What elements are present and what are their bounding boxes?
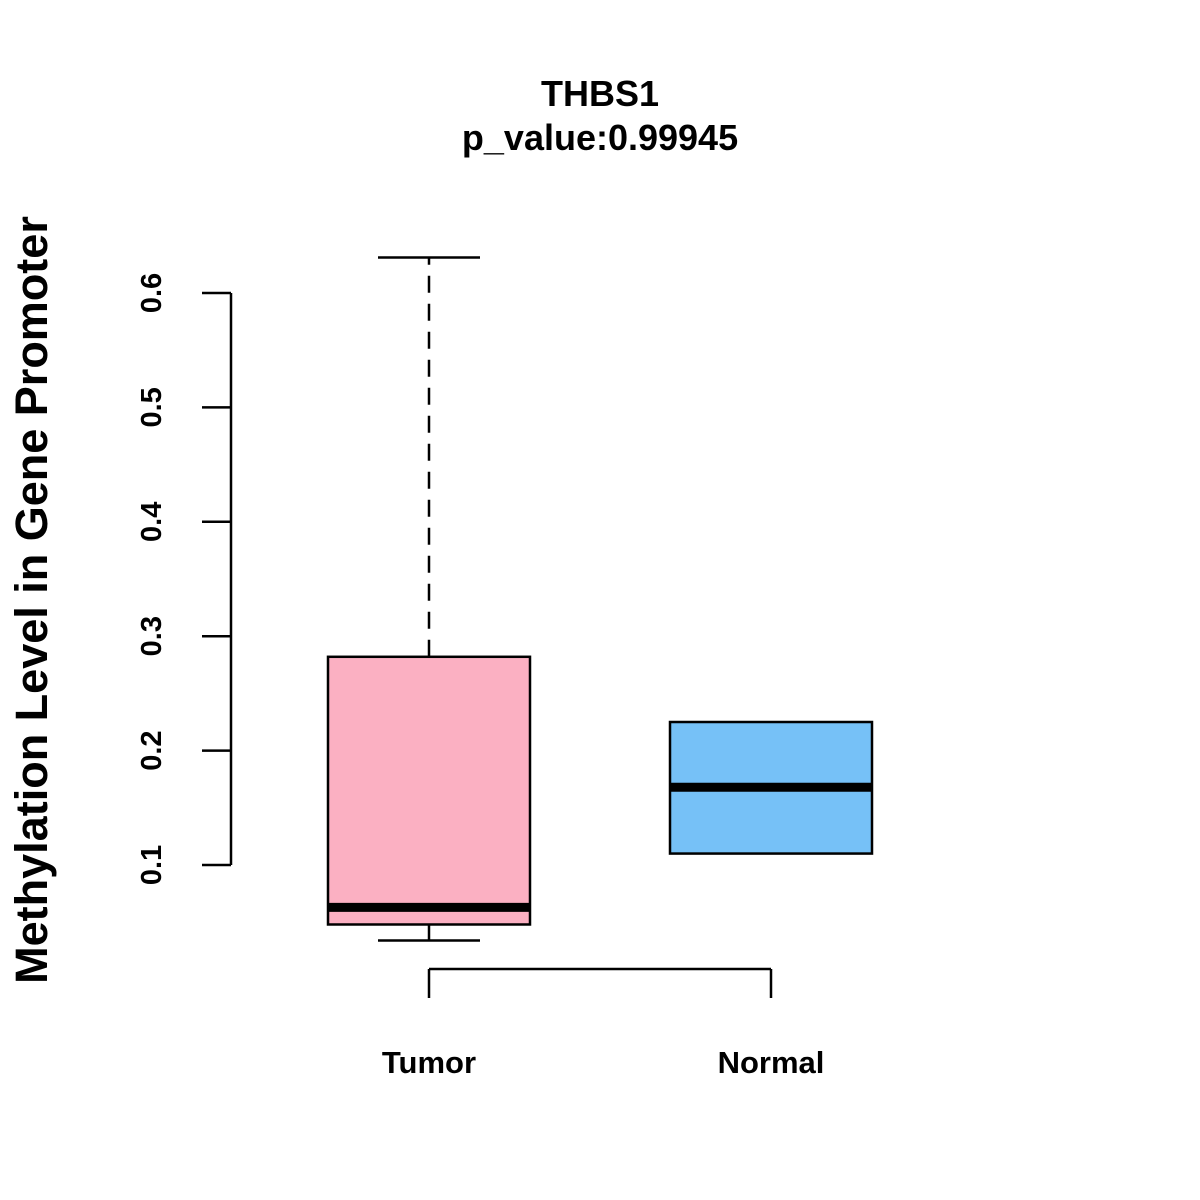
y-tick-label: 0.3 [136, 616, 168, 656]
y-tick-label: 0.6 [136, 273, 168, 313]
y-tick-label: 0.4 [136, 502, 168, 542]
x-axis: Tumor Normal [382, 967, 825, 1080]
y-tick-label: 0.1 [136, 845, 168, 885]
chart-title: THBS1 [541, 73, 659, 114]
y-tick-label: 0.2 [136, 730, 168, 770]
y-axis: 0.1 0.2 0.3 0.4 0.5 0.6 [136, 273, 233, 885]
iqr-box-tumor [326, 655, 532, 926]
y-tick-label: 0.5 [136, 387, 168, 427]
box-tumor [326, 256, 532, 942]
x-tick-label-tumor: Tumor [382, 1045, 476, 1080]
chart-subtitle: p_value:0.99945 [462, 117, 738, 158]
y-axis-label: Methylation Level in Gene Promoter [6, 216, 57, 984]
box-normal [668, 720, 874, 855]
box-series [326, 256, 874, 942]
x-tick-label-normal: Normal [718, 1045, 825, 1080]
